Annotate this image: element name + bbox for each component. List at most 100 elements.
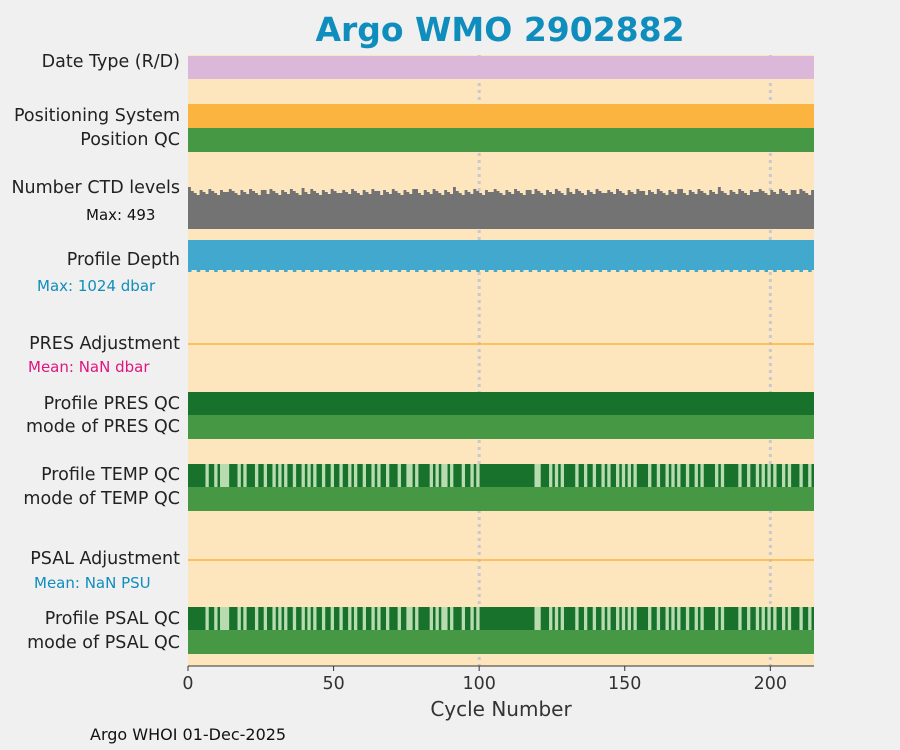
label-mode-psal-qc: mode of PSAL QC <box>27 633 180 653</box>
profile-depth-tick <box>432 270 437 272</box>
profile-depth-tick <box>319 270 323 272</box>
psal-qc-light-mark <box>406 607 410 630</box>
profile-depth-tick <box>642 270 646 272</box>
profile-depth-tick <box>275 270 279 272</box>
psal-qc-light-mark <box>534 607 538 630</box>
profile-depth-tick <box>196 270 201 272</box>
temp-qc-light-mark <box>348 464 352 487</box>
mode-pres-qc-bar <box>188 415 814 439</box>
temp-qc-light-mark <box>444 464 448 487</box>
profile-depth-tick <box>799 270 803 272</box>
profile-depth-tick <box>458 270 463 272</box>
psal-qc-light-mark <box>362 607 367 630</box>
chart-title: Argo WMO 2902882 <box>315 10 685 49</box>
psal-qc-light-mark <box>671 607 675 630</box>
temp-qc-light-mark <box>406 464 410 487</box>
temp-qc-light-mark <box>549 464 553 487</box>
temp-qc-light-mark <box>677 464 681 487</box>
psal-qc-light-mark <box>263 607 268 630</box>
profile-depth-tick <box>249 270 253 272</box>
psal-qc-light-mark <box>461 607 466 630</box>
psal-qc-light-mark <box>444 607 448 630</box>
profile-depth-tick <box>257 270 262 272</box>
profile-depth-tick <box>633 270 637 272</box>
psal-qc-light-mark <box>677 607 681 630</box>
temp-qc-light-mark <box>301 464 305 487</box>
profile-depth-tick <box>808 270 812 272</box>
psal-qc-light-mark <box>397 607 401 630</box>
temp-qc-light-mark <box>292 464 297 487</box>
psal-qc-light-mark <box>616 607 620 630</box>
x-tick-label: 0 <box>182 674 194 694</box>
label-positioning-system: Positioning System <box>13 106 180 126</box>
profile-depth-tick <box>476 270 480 272</box>
profile-depth-tick <box>310 270 314 272</box>
profile-depth-tick <box>598 270 603 272</box>
mode-temp-qc-bar <box>188 487 814 511</box>
temp-qc-light-mark <box>397 464 401 487</box>
temp-qc-light-mark <box>773 464 777 487</box>
mode-psal-qc-bar <box>188 630 814 654</box>
psal-qc-light-mark <box>633 607 637 630</box>
temp-qc-light-mark <box>476 464 480 487</box>
profile-depth-tick <box>738 270 742 272</box>
psal-qc-light-mark <box>220 607 224 630</box>
temp-qc-light-mark <box>321 464 326 487</box>
profile-depth-tick <box>519 270 524 272</box>
profile-depth-tick <box>345 270 349 272</box>
psal-qc-light-mark <box>720 607 725 630</box>
temp-qc-light-mark <box>461 464 466 487</box>
ctd-max-text: Max: 493 <box>86 206 156 224</box>
psal-qc-light-mark <box>700 607 704 630</box>
profile-depth-tick <box>668 270 672 272</box>
psal-qc-light-mark <box>592 607 597 630</box>
temp-qc-light-mark <box>220 464 224 487</box>
psal-qc-light-mark <box>476 607 480 630</box>
temp-qc-light-mark <box>665 464 669 487</box>
psal-qc-light-mark <box>607 607 611 630</box>
psal-qc-light-mark <box>537 607 541 630</box>
position-qc-bar <box>188 128 814 152</box>
psal-qc-light-mark <box>415 607 419 630</box>
temp-qc-light-mark <box>237 464 241 487</box>
temp-qc-light-mark <box>243 464 247 487</box>
psal-qc-light-mark <box>761 607 765 630</box>
temp-qc-light-mark <box>537 464 541 487</box>
profile-depth-tick <box>546 270 550 272</box>
temp-qc-light-mark <box>648 464 652 487</box>
psal-qc-light-mark <box>694 607 698 630</box>
label-position-qc: Position QC <box>80 130 180 150</box>
profile-depth-tick <box>563 270 568 272</box>
profile-depth-tick <box>624 270 629 272</box>
psal-qc-light-mark <box>278 607 282 630</box>
temp-qc-light-mark <box>554 464 559 487</box>
plot-background <box>188 55 814 666</box>
profile-depth-tick <box>589 270 594 272</box>
temp-qc-light-mark <box>575 464 579 487</box>
x-tick-label: 150 <box>608 674 642 694</box>
profile-depth-tick <box>266 270 271 272</box>
psal-qc-light-mark <box>429 607 433 630</box>
psal-qc-light-mark <box>627 607 631 630</box>
psal-qc-light-mark <box>301 607 305 630</box>
psal-qc-light-mark <box>205 607 209 630</box>
profile-psal-qc-bar <box>188 607 814 630</box>
profile-depth-tick <box>781 270 786 272</box>
x-tick-label: 100 <box>462 674 496 694</box>
x-tick-label: 200 <box>753 674 788 694</box>
temp-qc-light-mark <box>214 464 218 487</box>
profile-depth-tick <box>650 270 655 272</box>
temp-qc-light-mark <box>435 464 439 487</box>
temp-qc-light-mark <box>808 464 812 487</box>
label-psal-adjustment: PSAL Adjustment <box>30 549 180 569</box>
temp-qc-light-mark <box>409 464 413 487</box>
temp-qc-light-mark <box>761 464 765 487</box>
label-mode-temp-qc: mode of TEMP QC <box>23 489 180 509</box>
temp-qc-light-mark <box>330 464 334 487</box>
profile-depth-tick <box>720 270 725 272</box>
profile-depth-tick <box>729 270 734 272</box>
temp-qc-light-mark <box>225 464 230 487</box>
temp-qc-light-mark <box>278 464 282 487</box>
psal-qc-light-mark <box>377 607 381 630</box>
